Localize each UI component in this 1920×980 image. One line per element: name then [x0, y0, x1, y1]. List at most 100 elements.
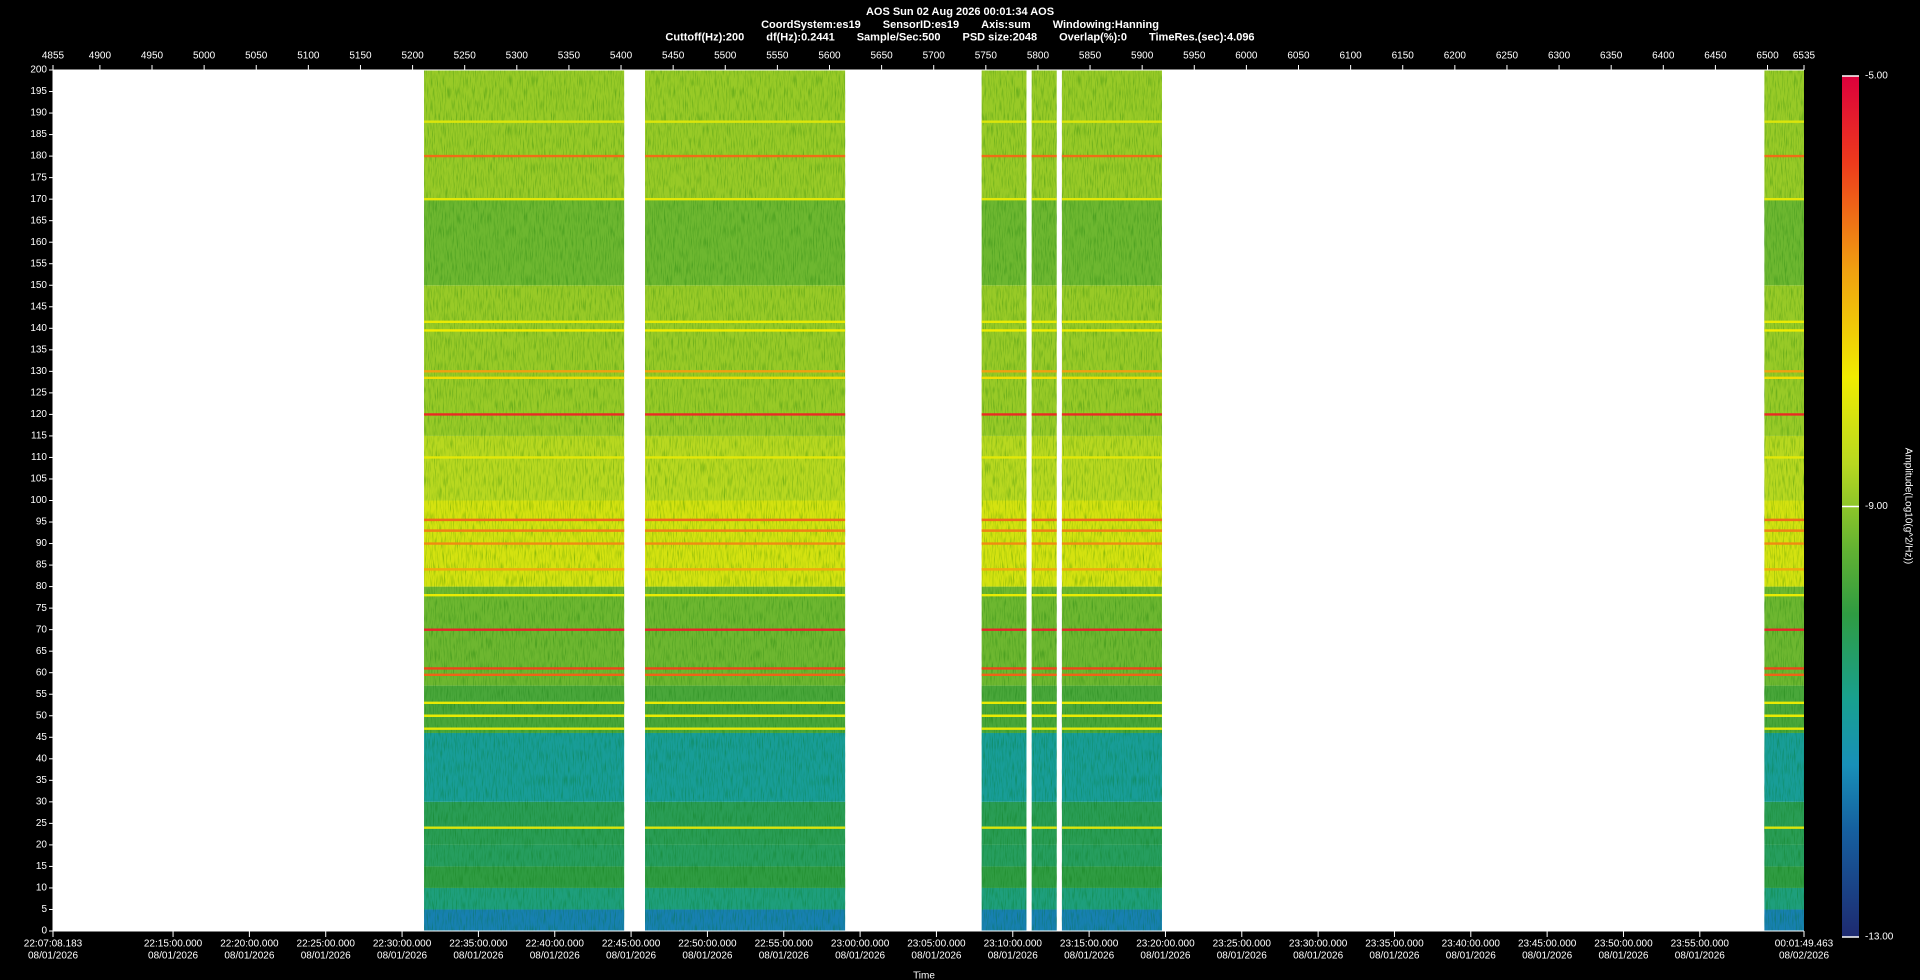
x-tick-label: 5400: [610, 51, 633, 62]
x-tick-label: 5350: [558, 51, 581, 62]
x2-tick-date: 08/01/2026: [1217, 951, 1267, 962]
segment: [1764, 70, 1804, 931]
y-tick-label: 70: [36, 624, 48, 635]
x2-tick-date: 08/01/2026: [1522, 951, 1572, 962]
x2-tick-date: 08/01/2026: [1598, 951, 1648, 962]
x-tick-label: 6150: [1392, 51, 1415, 62]
y-tick-label: 155: [30, 258, 47, 269]
y-tick-label: 15: [36, 861, 48, 872]
subtitle-line: Cuttoff(Hz):200 df(Hz):0.2441 Sample/Sec:5…: [665, 31, 1254, 43]
y-tick-label: 165: [30, 215, 47, 226]
y-tick-label: 40: [36, 753, 48, 764]
y-tick-label: 115: [31, 431, 47, 442]
x-tick-label: 4950: [141, 51, 164, 62]
x-tick-label: 6500: [1756, 51, 1779, 62]
x2-tick-label: 23:50:00.000: [1594, 939, 1653, 950]
subtitle-item: Windowing:Hanning: [1053, 19, 1159, 31]
y-tick-label: 110: [31, 452, 47, 463]
x-tick-label: 5300: [506, 51, 529, 62]
y-tick-label: 125: [30, 388, 47, 399]
x-tick-label: 5000: [193, 51, 216, 62]
x2-tick-date: 08/01/2026: [759, 951, 809, 962]
x2-tick-date: 08/01/2026: [682, 951, 732, 962]
x2-tick-label: 22:55:00.000: [755, 939, 814, 950]
x-tick-label: 6450: [1704, 51, 1727, 62]
y-tick-label: 60: [36, 667, 48, 678]
x-tick-label: 6250: [1496, 51, 1519, 62]
x-tick-label: 4855: [42, 51, 65, 62]
x2-tick-label: 22:15:00.000: [144, 939, 203, 950]
subtitle-item: Overlap(%):0: [1059, 31, 1127, 43]
y-tick-label: 55: [36, 689, 48, 700]
x2-tick-label: 22:45:00.000: [602, 939, 661, 950]
x2-tick-date: 08/01/2026: [1064, 951, 1114, 962]
subtitle-item: Axis:sum: [981, 19, 1031, 31]
y-tick-label: 135: [30, 344, 47, 355]
subtitle-item: df(Hz):0.2441: [766, 31, 834, 43]
x-tick-label: 6300: [1548, 51, 1571, 62]
noise-texture: [424, 70, 625, 931]
subtitle-item: PSD size:2048: [963, 31, 1038, 43]
x2-tick-label: 23:20:00.000: [1136, 939, 1195, 950]
y-tick-label: 190: [30, 108, 47, 119]
x2-tick-label: 22:07:08.183: [24, 939, 83, 950]
x-tick-label: 5500: [714, 51, 737, 62]
x-tick-label: 6350: [1600, 51, 1623, 62]
noise-texture: [981, 70, 1027, 931]
noise-texture: [1031, 70, 1057, 931]
x2-tick-date: 08/01/2026: [148, 951, 198, 962]
x2-tick-date: 08/01/2026: [988, 951, 1038, 962]
x-tick-label: 5550: [766, 51, 789, 62]
x2-tick-label: 23:35:00.000: [1365, 939, 1424, 950]
x2-tick-date: 08/01/2026: [1140, 951, 1190, 962]
x2-tick-date: 08/01/2026: [224, 951, 274, 962]
x2-tick-date: 08/01/2026: [606, 951, 656, 962]
x-tick-label: 5900: [1131, 51, 1154, 62]
x-tick-label: 6200: [1444, 51, 1467, 62]
x2-tick-label: 23:25:00.000: [1213, 939, 1272, 950]
y-tick-label: 10: [36, 883, 48, 894]
x2-tick-date: 08/01/2026: [28, 951, 78, 962]
subtitle-item: TimeRes.(sec):4.096: [1149, 31, 1255, 43]
x2-tick-label: 22:20:00.000: [220, 939, 279, 950]
y-tick-label: 200: [30, 65, 47, 76]
x2-tick-label: 23:30:00.000: [1289, 939, 1348, 950]
y-tick-label: 30: [36, 796, 48, 807]
y-tick-label: 85: [36, 560, 48, 571]
y-tick-label: 95: [36, 517, 48, 528]
x-tick-label: 5750: [975, 51, 998, 62]
x2-tick-date: 08/01/2026: [1293, 951, 1343, 962]
x2-tick-date: 08/01/2026: [530, 951, 580, 962]
y-tick-label: 80: [36, 581, 48, 592]
x2-tick-date: 08/01/2026: [835, 951, 885, 962]
y-tick-label: 65: [36, 646, 48, 657]
plot-area: [53, 70, 1804, 931]
y-tick-label: 5: [41, 904, 47, 915]
y-tick-label: 185: [30, 129, 47, 140]
y-tick-label: 130: [30, 366, 47, 377]
x-tick-label: 5100: [297, 51, 320, 62]
x-tick-label: 5250: [454, 51, 477, 62]
y-tick-label: 160: [30, 237, 47, 248]
y-tick-label: 25: [36, 818, 48, 829]
x2-tick-label: 22:35:00.000: [449, 939, 508, 950]
x2-tick-date: 08/01/2026: [911, 951, 961, 962]
subtitle-item: CoordSystem:es19: [761, 19, 861, 31]
x-tick-label: 5150: [349, 51, 372, 62]
noise-texture: [1061, 70, 1162, 931]
x2-tick-date: 08/02/2026: [1779, 951, 1829, 962]
x-tick-label: 5850: [1079, 51, 1102, 62]
x2-tick-label: 23:15:00.000: [1060, 939, 1119, 950]
x2-tick-label: 23:00:00.000: [831, 939, 890, 950]
x-tick-label: 6400: [1652, 51, 1675, 62]
colorbar-tick-label: -5.00: [1865, 71, 1888, 82]
x-axis-title: Time: [913, 971, 935, 980]
x-tick-label: 5950: [1183, 51, 1206, 62]
x2-tick-date: 08/01/2026: [377, 951, 427, 962]
y-tick-label: 195: [30, 86, 47, 97]
segment: [981, 70, 1027, 931]
colorbar-label: Amplitude(Log10(g^2/Hz)): [1902, 448, 1913, 564]
subtitle-item: Sample/Sec:500: [857, 31, 941, 43]
